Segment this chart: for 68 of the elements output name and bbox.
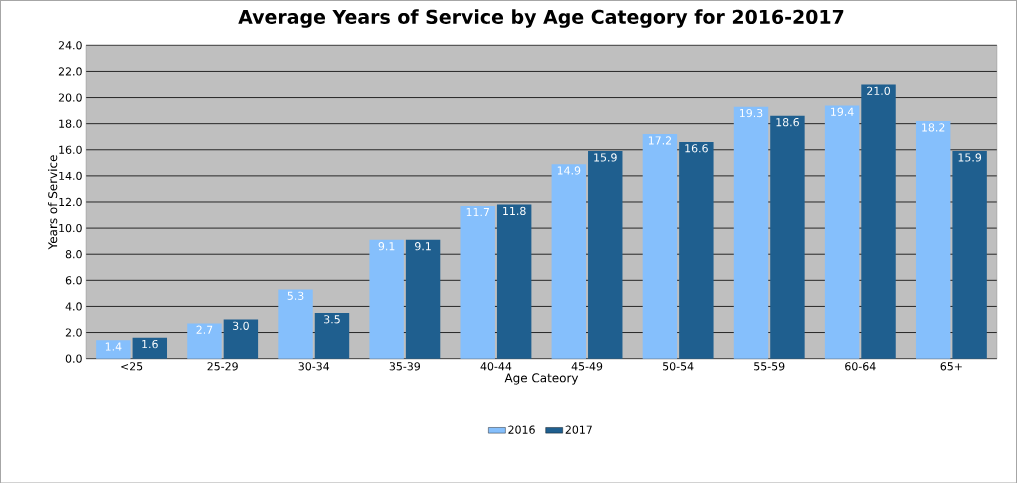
bar: [915, 120, 951, 359]
data-label: 9.1: [378, 241, 395, 251]
bar: [278, 289, 313, 359]
x-axis-title: Age Cateory: [504, 373, 579, 385]
data-label: 18.6: [776, 117, 799, 127]
bar: [187, 323, 222, 359]
bar: [369, 239, 404, 359]
y-tick-label: 6.0: [65, 275, 82, 285]
data-label: 11.8: [503, 206, 526, 215]
data-label: 18.2: [922, 123, 945, 132]
x-tick-label: 25-29: [207, 361, 238, 371]
legend-label: 2017: [565, 425, 592, 434]
x-tick-label: <25: [121, 361, 143, 371]
x-tick-label: 45-49: [571, 361, 603, 371]
bar: [460, 205, 495, 359]
y-tick-label: 8.0: [65, 249, 82, 259]
data-label: 3.5: [324, 314, 340, 324]
y-tick-label: 20.0: [58, 93, 82, 102]
y-tick-label: 12.0: [59, 197, 82, 206]
bar: [642, 133, 678, 359]
y-tick-label: 0.0: [65, 354, 82, 363]
bar: [861, 84, 896, 359]
data-label: 19.4: [831, 107, 854, 116]
data-label: 3.0: [233, 321, 249, 330]
data-label: 11.7: [466, 207, 489, 216]
bar: [824, 105, 860, 359]
y-tick-label: 22.0: [58, 67, 82, 76]
x-tick-label: 50-54: [663, 361, 694, 371]
bar: [496, 204, 532, 359]
data-label: 1.6: [142, 339, 158, 349]
data-label: 5.3: [287, 291, 304, 300]
data-label: 16.6: [685, 143, 708, 153]
y-tick-label: 18.0: [59, 119, 82, 128]
y-tick-label: 4.0: [65, 302, 82, 311]
y-tick-label: 24.0: [58, 40, 82, 50]
x-tick-label: 60-64: [845, 361, 876, 371]
bar: [551, 163, 587, 359]
bar: [733, 106, 769, 359]
chart-title: Average Years of Service by Age Category for 2016-2017: [238, 9, 844, 28]
data-label: 17.2: [648, 136, 672, 145]
bar: [679, 141, 714, 359]
data-label: 2.7: [196, 325, 213, 334]
bar: [952, 150, 987, 359]
x-tick-label: 65+: [940, 361, 962, 371]
y-tick-label: 2.0: [65, 328, 82, 337]
y-axis-title: Years of Service: [47, 154, 58, 250]
bar: [770, 115, 805, 359]
x-tick-label: 55-59: [754, 361, 785, 371]
bar: [96, 340, 131, 359]
bar: [314, 312, 350, 359]
data-label: 1.4: [105, 342, 122, 351]
y-tick-label: 10.0: [59, 223, 82, 233]
bar: [223, 319, 259, 359]
data-label: 19.3: [739, 108, 763, 117]
data-label: 15.9: [958, 153, 982, 162]
bar: [132, 337, 168, 359]
y-tick-label: 14.0: [59, 171, 82, 180]
x-tick-label: 40-44: [480, 361, 512, 371]
x-tick-label: 30-34: [298, 361, 330, 371]
x-tick-label: 35-39: [389, 361, 421, 371]
data-label: 15.9: [594, 153, 617, 162]
bar: [588, 150, 623, 359]
legend-label: 2016: [508, 425, 535, 434]
bar: [405, 239, 441, 359]
data-label: 21.0: [867, 86, 890, 95]
y-tick-label: 16.0: [59, 145, 82, 154]
data-label: 9.1: [415, 241, 431, 251]
data-label: 14.9: [557, 166, 581, 175]
